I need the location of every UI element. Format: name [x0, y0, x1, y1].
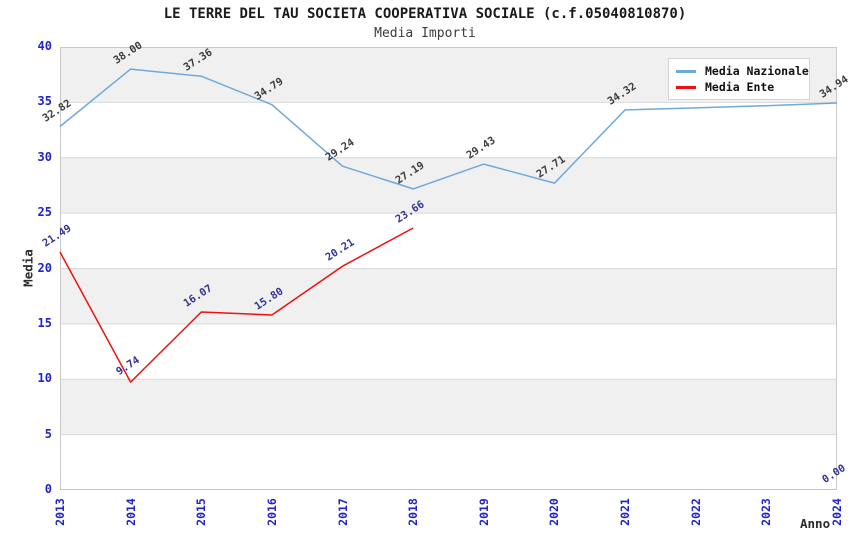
legend: Media Nazionale Media Ente [668, 58, 810, 100]
grid-band [60, 157, 837, 214]
grid-band [60, 102, 837, 158]
legend-label: Media Nazionale [705, 64, 809, 78]
y-tick-label: 40 [37, 39, 52, 53]
y-tick-label: 20 [37, 260, 52, 275]
media-ente-line-swatch [676, 85, 696, 89]
x-tick-label: 2015 [194, 498, 209, 526]
x-tick-label: 2014 [123, 498, 138, 526]
x-tick-label: 2023 [759, 498, 774, 526]
grid-band [60, 379, 837, 435]
media-nazionale-line [59, 68, 838, 190]
x-tick-label: 2018 [406, 498, 421, 526]
media-nazionale-line-swatch [676, 69, 696, 73]
grid-band [60, 434, 837, 490]
legend-item-media-ente: Media Ente [676, 80, 802, 94]
x-tick-label: 2022 [688, 498, 703, 526]
grid-band [60, 213, 837, 269]
x-axis-title: Anno [800, 516, 831, 531]
y-tick-label: 35 [37, 94, 52, 109]
legend-label: Media Ente [705, 80, 775, 94]
x-tick-label: 2024 [830, 498, 844, 526]
x-tick-label: 2019 [476, 498, 491, 526]
grid-band [60, 323, 837, 380]
y-tick-label: 25 [37, 205, 52, 220]
x-tick-label: 2016 [264, 498, 279, 526]
y-tick-label: 15 [37, 315, 52, 330]
x-tick-label: 2020 [547, 498, 562, 526]
y-tick-label: 0 [44, 482, 52, 496]
y-tick-label: 5 [44, 426, 52, 441]
plot-border [60, 47, 837, 490]
x-tick-label: 2013 [53, 498, 67, 526]
y-tick-label: 10 [37, 371, 52, 386]
legend-item-media-nazionale: Media Nazionale [676, 64, 809, 78]
x-tick-label: 2017 [335, 498, 350, 526]
chart-title: LE TERRE DEL TAU SOCIETA COOPERATIVA SOC… [163, 6, 687, 22]
media-ente-line [59, 227, 414, 383]
x-tick-label: 2021 [618, 498, 633, 526]
grid-band [60, 268, 837, 324]
chart-subtitle: Media Importi [374, 26, 476, 41]
y-tick-label: 30 [37, 149, 52, 164]
